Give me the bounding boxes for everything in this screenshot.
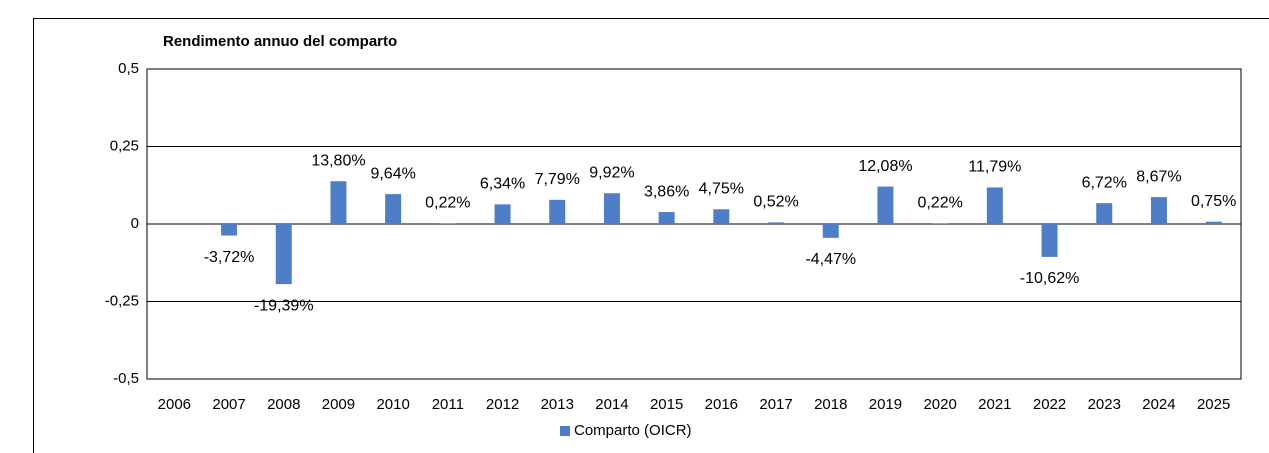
x-tick-label: 2017 [759,396,792,413]
value-label: 11,79% [968,159,1021,176]
x-tick-label: 2019 [869,396,902,413]
y-tick-label: -0,25 [105,292,139,309]
bar [986,187,1003,224]
chart-border [33,18,1269,453]
x-tick-label: 2016 [705,396,738,413]
value-label: 9,92% [589,164,634,181]
legend-swatch [560,426,570,436]
bar [1205,221,1222,224]
x-tick-label: 2007 [212,396,245,413]
value-label: -10,62% [1020,270,1080,287]
x-tick-label: 2023 [1088,396,1121,413]
value-label: 8,67% [1136,168,1181,185]
x-tick-label: 2014 [595,396,628,413]
value-label: 4,75% [699,180,744,197]
bar [221,224,238,236]
x-tick-label: 2022 [1033,396,1066,413]
value-label: -4,47% [805,251,856,268]
y-tick-label: -0,5 [113,370,139,387]
bar [603,193,620,224]
x-tick-label: 2025 [1197,396,1230,413]
x-tick-label: 2009 [322,396,355,413]
value-label: -3,72% [204,249,255,266]
bar [385,194,402,224]
value-label: -19,39% [254,297,314,314]
x-tick-label: 2010 [376,396,409,413]
value-label: 6,34% [480,176,525,193]
y-tick-label: 0,25 [110,137,139,154]
value-label: 6,72% [1082,174,1127,191]
x-tick-label: 2021 [978,396,1011,413]
bar [330,181,347,224]
bar [932,223,949,224]
value-label: 0,22% [425,195,470,212]
bar [549,199,566,224]
bar [768,222,785,224]
value-label: 7,79% [535,171,580,188]
bar [713,209,730,224]
bar [275,224,292,285]
y-tick-label: 0,5 [118,60,139,77]
x-tick-label: 2011 [432,396,464,413]
value-label: 13,80% [311,152,365,169]
x-tick-label: 2006 [158,396,191,413]
bar [1041,224,1058,257]
x-tick-label: 2008 [267,396,300,413]
x-tick-label: 2012 [486,396,519,413]
x-tick-label: 2018 [814,396,847,413]
bar [1150,197,1167,224]
value-label: 0,52% [753,194,798,211]
legend-label: Comparto (OICR) [574,422,692,439]
bar [822,224,839,238]
bar [1096,203,1113,224]
x-tick-label: 2024 [1142,396,1175,413]
value-label: 0,75% [1191,193,1236,210]
bar [877,186,894,224]
bar [439,223,456,224]
x-tick-label: 2020 [923,396,956,413]
bar [658,212,675,224]
y-tick-label: 0 [131,215,139,232]
x-tick-label: 2013 [541,396,574,413]
value-label: 12,08% [858,158,912,175]
bar [494,204,511,224]
value-label: 0,22% [917,195,962,212]
value-label: 3,86% [644,183,689,200]
x-tick-label: 2015 [650,396,683,413]
chart-title: Rendimento annuo del comparto [163,33,397,50]
value-label: 9,64% [370,165,415,182]
